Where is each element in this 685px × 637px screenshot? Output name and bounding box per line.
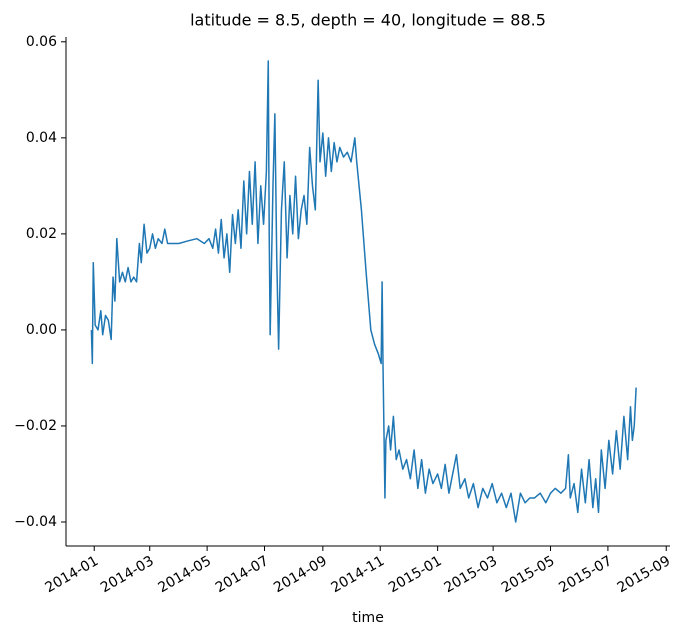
- x-tick-label: 2015-01: [386, 553, 445, 596]
- x-tick-label: 2014-01: [43, 553, 102, 596]
- y-tick-label: 0.04: [26, 130, 57, 146]
- x-tick-label: 2014-11: [329, 553, 388, 596]
- y-tick-label: −0.04: [14, 514, 57, 530]
- x-tick-label: 2015-03: [441, 553, 500, 596]
- x-tick-label: 2014-07: [213, 553, 272, 596]
- x-axis-label: time: [352, 610, 384, 626]
- y-tick-label: 0.02: [26, 226, 57, 242]
- x-tick-label: 2014-09: [271, 553, 330, 596]
- y-tick-label: 0.06: [26, 34, 57, 50]
- y-tick-label: 0.00: [26, 322, 57, 338]
- x-tick-label: 2015-09: [615, 553, 674, 596]
- x-tick-label: 2014-03: [98, 553, 157, 596]
- chart-title: latitude = 8.5, depth = 40, longitude = …: [190, 11, 546, 30]
- x-tick-label: 2015-07: [556, 553, 615, 596]
- data-line: [90, 60, 637, 523]
- x-tick-label: 2015-05: [499, 553, 558, 596]
- x-tick-label: 2014-05: [155, 553, 214, 596]
- y-tick-label: −0.02: [14, 418, 57, 434]
